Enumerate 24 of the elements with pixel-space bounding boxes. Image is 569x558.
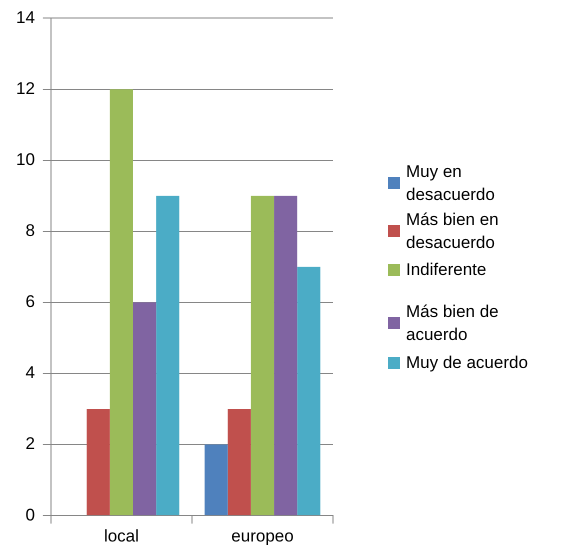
y-tick-label: 14 <box>16 8 35 27</box>
y-tick-label: 4 <box>25 363 35 382</box>
y-tick-label: 2 <box>25 434 35 454</box>
bar <box>110 89 133 516</box>
legend-label: Más bien de acuerdo <box>406 301 500 346</box>
y-tick-label: 8 <box>25 221 35 240</box>
x-tick-label: local <box>104 526 139 546</box>
bar <box>297 266 320 516</box>
legend-label: Muy en desacuerdo <box>406 161 496 206</box>
legend-label: Más bien en desacuerdo <box>406 209 500 254</box>
bar <box>250 196 274 516</box>
y-tick-label: 12 <box>16 78 35 98</box>
bar <box>86 409 110 516</box>
y-tick-label: 0 <box>25 505 35 524</box>
bar <box>204 444 228 516</box>
legend-label: Muy de acuerdo <box>406 352 529 374</box>
y-tick-label: 10 <box>16 150 35 169</box>
bar <box>274 196 298 516</box>
y-tick-label: 6 <box>25 292 35 312</box>
x-tick-label: europeo <box>231 526 294 546</box>
legend-label: Indiferente <box>406 259 488 281</box>
bar <box>228 409 251 516</box>
bar <box>156 196 180 516</box>
bar <box>133 302 156 516</box>
